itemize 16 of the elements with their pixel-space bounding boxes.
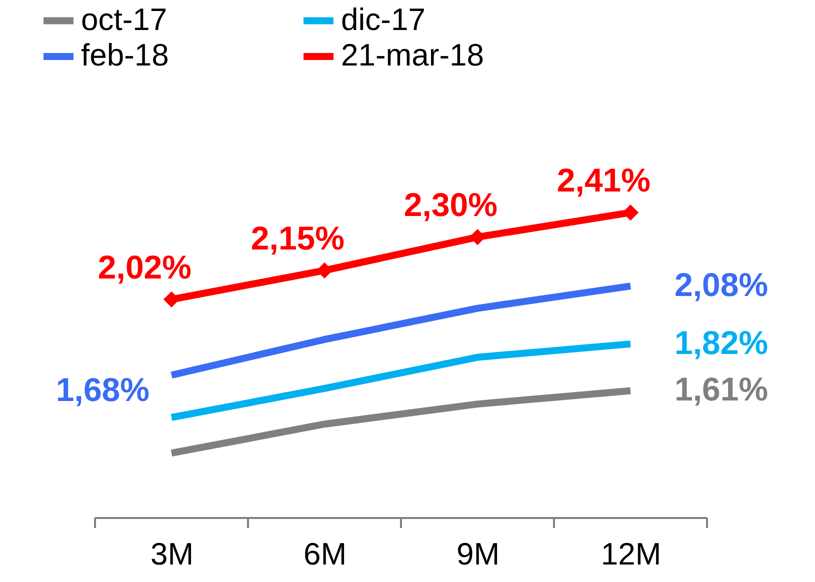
x-tick-label: 6M [303, 536, 347, 572]
data-label: 2,02% [98, 248, 192, 286]
x-tick-label: 12M [600, 536, 662, 572]
x-tick-label: 3M [150, 536, 194, 572]
data-label: 1,61% [674, 370, 768, 408]
legend-label: feb-18 [81, 38, 169, 72]
legend-label: oct-17 [81, 2, 168, 37]
data-label: 2,08% [674, 266, 768, 304]
data-label: 2,15% [250, 219, 344, 256]
data-label: 1,82% [674, 324, 768, 361]
data-label: 1,68% [56, 371, 150, 408]
legend-label: 21-mar-18 [341, 38, 484, 72]
x-tick-label: 9M [456, 536, 500, 572]
legend-label: dic-17 [341, 2, 426, 37]
data-label: 2,41% [556, 162, 650, 199]
data-label: 2,30% [404, 186, 498, 224]
